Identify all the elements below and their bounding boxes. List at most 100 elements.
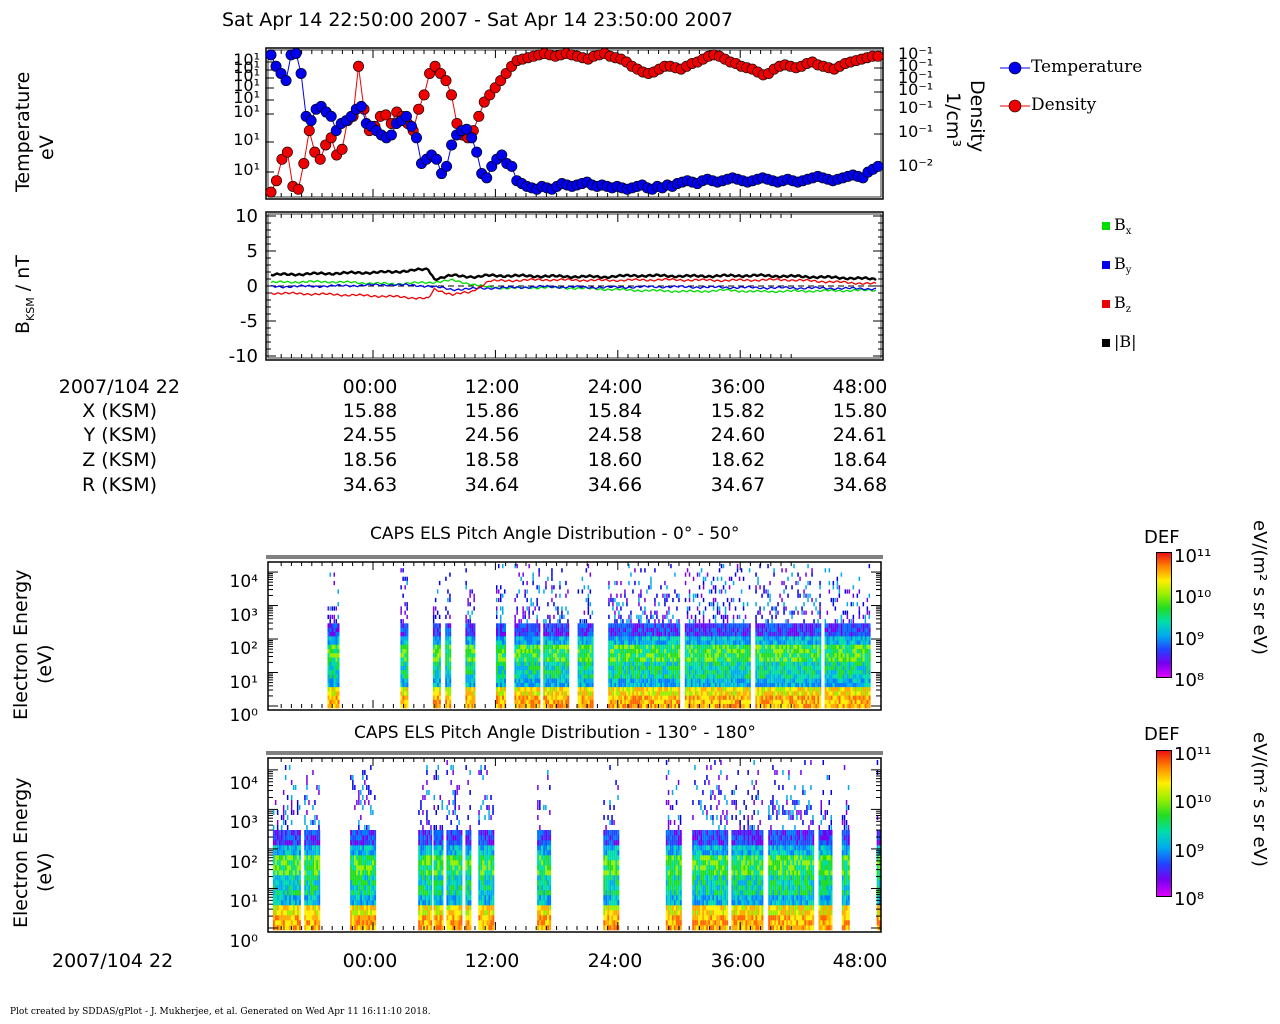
spectrogram-data-block (432, 580, 441, 709)
bmag-line (270, 267, 877, 282)
spectrogram-data-block (692, 760, 729, 931)
density-tick-label: 10⁻¹ (898, 98, 934, 117)
ephemeris-value: 34.68 (832, 474, 888, 496)
spectrogram-data-block (400, 568, 409, 709)
density-point (413, 103, 425, 115)
spectrogram-data-block (465, 765, 472, 931)
bottom-axis-tick-label: 00:00 (342, 950, 398, 972)
density-point (440, 75, 452, 87)
spectrogram-data-block (818, 760, 833, 931)
ephemeris-value: 34.66 (587, 474, 643, 496)
colorbar-tick-label: 10¹¹ (1174, 546, 1212, 567)
density-point (298, 158, 310, 170)
temperature-point (410, 132, 422, 144)
temperature-point (325, 110, 337, 122)
temperature-tick-labels: 10¹ 10¹ 10¹ 10¹ 10¹ 10¹ 10¹ 10¹ (196, 44, 266, 204)
density-point (352, 60, 364, 72)
ephemeris-value: 18.56 (342, 449, 398, 471)
spectrogram2-ylabel-line1: Electron Energy (10, 777, 32, 929)
by-legend-label: By (1114, 254, 1132, 277)
temperature-point (431, 153, 443, 165)
spectrogram-data-block (446, 760, 463, 931)
colorbar-tick-label: 10⁸ (1174, 670, 1205, 691)
colorbar1-tick-labels: 10¹¹ 10¹⁰ 10⁹ 10⁸ (1170, 546, 1250, 691)
energy-tick-label: 10⁰ (229, 706, 258, 726)
density-point (872, 50, 884, 62)
ephemeris-value: 24.55 (342, 424, 398, 446)
ephemeris-value: 15.82 (710, 400, 766, 422)
temperature-tick-label: 10¹ (233, 102, 260, 121)
bx-line (270, 278, 877, 294)
temperature-point (385, 129, 397, 141)
temperature-point (295, 67, 307, 79)
ephemeris-value: 34.67 (710, 474, 766, 496)
bz-legend-swatch (1102, 300, 1110, 308)
colorbar2-tick-labels: 10¹¹ 10¹⁰ 10⁹ 10⁸ (1170, 744, 1250, 910)
colorbar1-title: DEF (1144, 527, 1180, 548)
colorbar-tick-label: 10⁹ (1174, 840, 1205, 862)
temperature-point (265, 49, 277, 61)
spectrogram2-tick-labels: 10⁴ 10³ 10² 10¹ 10⁰ (200, 764, 264, 952)
spectrogram-data-block (304, 770, 321, 931)
ephemeris-value: 12:00 (464, 376, 520, 398)
colorbar1-scale (1156, 552, 1172, 678)
spectrogram2-ylabel-line2: (eV) (34, 852, 56, 892)
spectrogram-data-block (665, 760, 682, 931)
density-tick-label: 10⁻¹ (898, 56, 934, 75)
colorbar2-scale (1156, 750, 1172, 897)
colorbar-tick-label: 10¹¹ (1174, 744, 1212, 765)
temperature-point (290, 47, 302, 59)
temperature-point (405, 120, 417, 132)
ephemeris-value: 15.88 (342, 400, 398, 422)
spectrogram2-frame (267, 757, 882, 933)
colorbar2-unit: eV/(m² s sr eV) (1249, 732, 1270, 867)
footer-credit: Plot created by SDDAS/gPlot - J. Mukherj… (10, 1007, 431, 1017)
density-tick-labels: 10⁻¹ 10⁻¹ 10⁻¹ 10⁻¹ 10⁻¹ 10⁻¹ 10⁻² (896, 44, 966, 204)
bfield-tick-label: -5 (240, 311, 258, 332)
spectrogram-data-block (445, 572, 452, 709)
ephemeris-value: 15.84 (587, 400, 643, 422)
energy-tick-label: 10¹ (229, 892, 258, 913)
spectrogram1-ylabel-line1: Electron Energy (10, 569, 32, 721)
spectrogram-data-block (768, 760, 815, 931)
temperature-tick-label: 10¹ (233, 88, 260, 107)
energy-tick-label: 10¹ (229, 672, 258, 693)
spectrogram1-ylabel-line2: (eV) (34, 644, 56, 684)
density-legend-label: Density (1031, 95, 1097, 115)
spectrogram-data-block (824, 564, 871, 709)
bfield-ylabel: BKSM / nT (12, 255, 37, 334)
page-title: Sat Apr 14 22:50:00 2007 - Sat Apr 14 23… (222, 9, 734, 31)
ephemeris-value: 36:00 (710, 376, 766, 398)
bfield-ylabel-rest: / nT (12, 255, 34, 298)
ephemeris-value: 18.62 (710, 449, 766, 471)
spectrogram1-title: CAPS ELS Pitch Angle Distribution - 0° -… (370, 524, 740, 544)
temperature-tick-label: 10¹ (233, 76, 260, 95)
temperature-tick-label: 10¹ (233, 130, 260, 149)
ephemeris-value: 24.58 (587, 424, 643, 446)
temperature-point (872, 160, 884, 172)
colorbar-tick-label: 10¹⁰ (1174, 587, 1212, 609)
temperature-point (441, 160, 453, 172)
temperature-point (355, 100, 367, 112)
spectrogram-data-block (537, 770, 552, 931)
temperature-legend-label: Temperature (1031, 57, 1143, 77)
spectrogram-data-block (327, 572, 340, 709)
ephemeris-label-r: R (KSM) (82, 474, 157, 496)
ephemeris-value: 15.86 (464, 400, 520, 422)
by-line (270, 283, 877, 292)
energy-tick-label: 10³ (229, 813, 258, 834)
density-tick-label: 10⁻¹ (898, 122, 934, 141)
temperature-ylabel: Temperature eV (10, 52, 58, 192)
bx-legend-swatch (1102, 222, 1110, 230)
bfield-tick-label: -10 (228, 346, 258, 367)
temperature-point (446, 139, 458, 151)
bottom-axis-label: 2007/104 22 (52, 950, 174, 972)
spectrogram-data-block (418, 765, 433, 931)
bfield-tick-labels: 10 5 0 -5 -10 (200, 206, 264, 367)
bfield-legend: Bx By Bz |B| (1100, 214, 1180, 364)
temperature-tick-label: 10¹ (233, 50, 260, 69)
spectrogram-data-block (350, 765, 377, 931)
ephemeris-value: 24.60 (710, 424, 766, 446)
plasma-legend: Temperature Density (1000, 56, 1180, 126)
ephemeris-label-z: Z (KSM) (82, 449, 157, 471)
